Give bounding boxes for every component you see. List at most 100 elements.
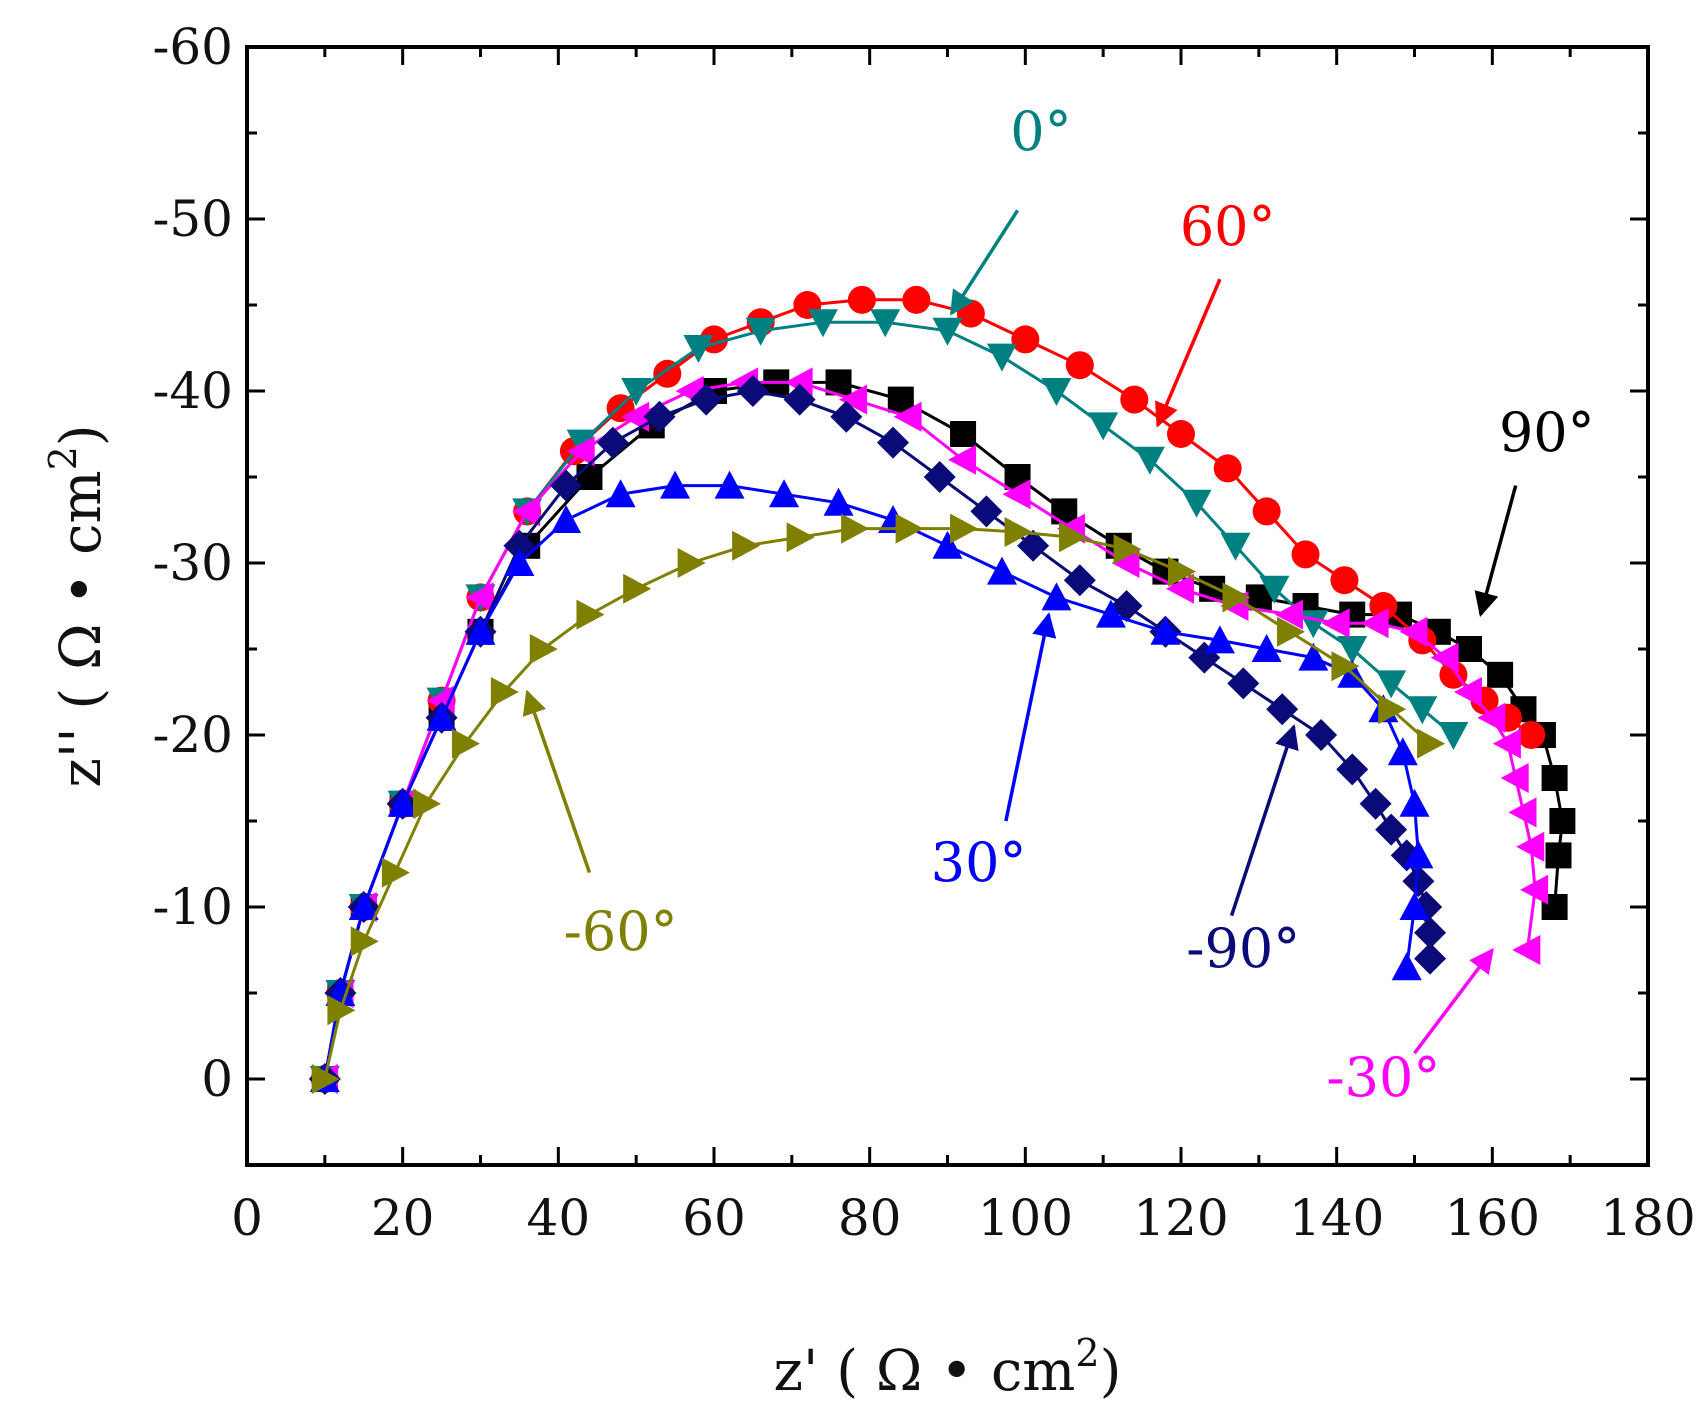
data-point bbox=[1150, 616, 1181, 645]
annotation-label: 0° bbox=[1010, 100, 1071, 163]
data-point bbox=[769, 479, 800, 508]
y-tick-label: -40 bbox=[152, 362, 233, 420]
data-point bbox=[387, 788, 418, 817]
data-point bbox=[970, 495, 1003, 528]
x-axis-label-main: z' ( Ω • cm bbox=[774, 1339, 1076, 1404]
annotation-arrow bbox=[949, 209, 1020, 316]
data-point bbox=[847, 285, 876, 314]
data-point bbox=[1134, 446, 1165, 475]
annotation-arrow bbox=[1229, 724, 1299, 917]
data-point bbox=[1120, 385, 1149, 414]
data-point bbox=[1227, 667, 1260, 700]
x-axis-title: z' ( Ω • cm2) bbox=[774, 1331, 1122, 1404]
data-point bbox=[1095, 599, 1126, 628]
x-tick-label: 80 bbox=[838, 1189, 902, 1247]
data-point bbox=[1387, 737, 1418, 766]
data-point bbox=[932, 530, 963, 559]
data-point bbox=[1065, 351, 1094, 380]
series--60deg bbox=[311, 513, 1446, 1094]
y-tick-label: -30 bbox=[152, 534, 233, 592]
data-point bbox=[621, 378, 652, 406]
y-tick-label: -50 bbox=[152, 190, 233, 248]
data-point bbox=[690, 383, 723, 416]
x-tick-label: 180 bbox=[1600, 1189, 1695, 1247]
data-point bbox=[504, 548, 535, 576]
data-point bbox=[1276, 616, 1305, 647]
data-point bbox=[550, 469, 583, 502]
data-point bbox=[1492, 728, 1521, 759]
data-point bbox=[923, 461, 956, 493]
data-point bbox=[465, 582, 494, 613]
data-point bbox=[1500, 763, 1529, 793]
x-tick-label: 140 bbox=[1289, 1189, 1384, 1247]
data-point bbox=[643, 400, 676, 433]
data-point bbox=[1369, 592, 1398, 620]
y-axis-label-main: z'' ( Ω • cm bbox=[49, 470, 114, 787]
data-point bbox=[490, 677, 519, 707]
data-point bbox=[1011, 325, 1040, 354]
data-point bbox=[1517, 721, 1546, 749]
x-tick-label: 40 bbox=[527, 1189, 591, 1247]
data-point bbox=[1453, 677, 1482, 707]
data-point bbox=[986, 556, 1017, 585]
data-point bbox=[950, 513, 979, 544]
annotation-label: 90° bbox=[1499, 401, 1595, 464]
data-point bbox=[1331, 651, 1360, 682]
data-point bbox=[1403, 840, 1434, 869]
data-point bbox=[877, 426, 910, 459]
data-point bbox=[1399, 892, 1430, 920]
data-point bbox=[948, 444, 977, 475]
data-point bbox=[1181, 489, 1212, 518]
data-point bbox=[1213, 454, 1242, 483]
data-point bbox=[311, 1064, 340, 1094]
data-point bbox=[1477, 702, 1506, 733]
data-point bbox=[1520, 874, 1549, 905]
annotation-label: -30° bbox=[1326, 1046, 1440, 1109]
data-point bbox=[1088, 412, 1119, 441]
x-tick-label: 160 bbox=[1445, 1189, 1540, 1247]
data-point bbox=[1291, 540, 1320, 569]
data-point bbox=[1508, 797, 1537, 828]
data-point bbox=[1541, 765, 1568, 791]
data-point bbox=[1375, 813, 1408, 846]
x-tick-label: 0 bbox=[231, 1189, 263, 1247]
annotation-arrow bbox=[522, 689, 592, 874]
data-point bbox=[736, 375, 769, 407]
data-point bbox=[1407, 696, 1438, 725]
data-point bbox=[932, 317, 963, 346]
series-line bbox=[323, 484, 1420, 1080]
data-point bbox=[1298, 642, 1329, 671]
series-30deg bbox=[309, 470, 1434, 1092]
data-point bbox=[1391, 952, 1422, 981]
x-tick-label: 100 bbox=[978, 1189, 1073, 1247]
data-point bbox=[839, 384, 868, 415]
annotation-label: 60° bbox=[1180, 195, 1276, 258]
data-point bbox=[1041, 582, 1072, 611]
data-point bbox=[1220, 532, 1251, 561]
data-point bbox=[714, 470, 745, 499]
data-point bbox=[653, 359, 682, 388]
data-point bbox=[893, 401, 922, 432]
series--90deg bbox=[308, 375, 1447, 1095]
plot-frame bbox=[245, 45, 1650, 1167]
data-point bbox=[623, 573, 652, 604]
data-point bbox=[1336, 753, 1369, 786]
data-point bbox=[1487, 661, 1514, 688]
annotation-label: -60° bbox=[564, 900, 678, 963]
data-point bbox=[660, 470, 691, 499]
data-point bbox=[1414, 942, 1447, 975]
data-point bbox=[1168, 556, 1196, 587]
data-point bbox=[605, 479, 636, 508]
data-point bbox=[1430, 642, 1459, 673]
data-point bbox=[1059, 522, 1088, 553]
x-tick-label: 20 bbox=[371, 1189, 435, 1247]
data-point bbox=[1376, 670, 1407, 699]
data-point bbox=[1516, 831, 1545, 862]
annotation-arrow bbox=[1155, 278, 1222, 428]
data-point bbox=[451, 728, 480, 759]
data-point bbox=[1305, 719, 1338, 751]
data-point bbox=[1399, 616, 1428, 647]
y-tick-label: -60 bbox=[152, 18, 233, 76]
data-point bbox=[1337, 636, 1368, 664]
data-point bbox=[381, 857, 410, 888]
